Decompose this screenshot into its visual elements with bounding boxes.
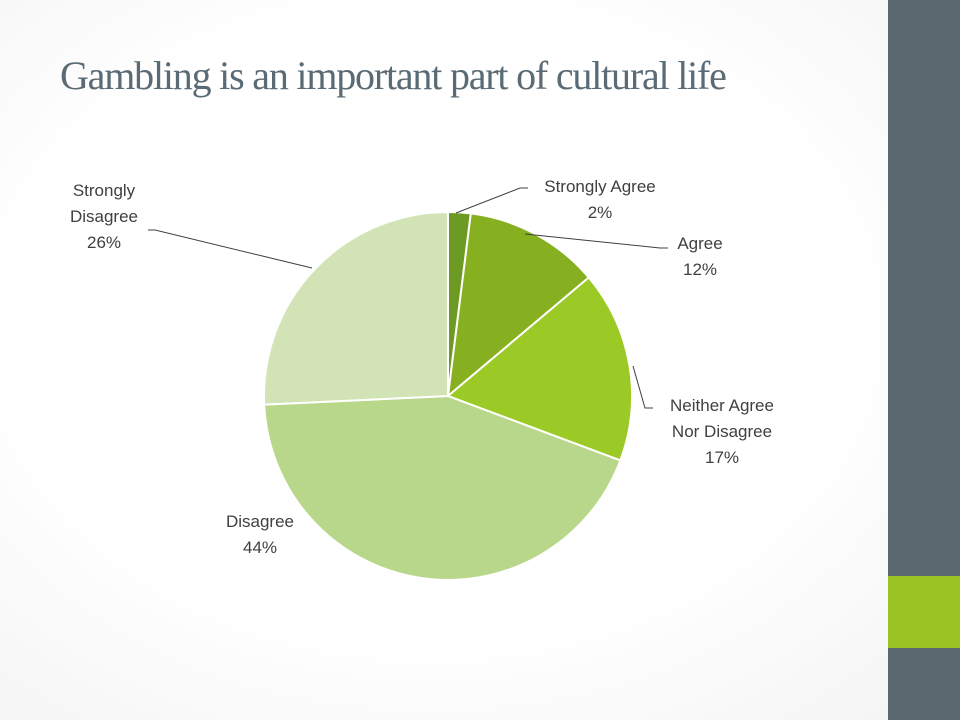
chart-title: Gambling is an important part of cultura… <box>60 53 727 98</box>
slice-label-strongly-disagree: Strongly Disagree 26% <box>70 181 138 252</box>
slice-value-label: 17% <box>705 448 739 467</box>
slice-labels: Strongly Agree 2% Agree 12% Neither Agree Nor… <box>70 177 774 557</box>
slice-name-label: Disagree <box>226 512 294 531</box>
slice-value-label: 44% <box>243 538 277 557</box>
pie-slice-agree <box>447 212 590 397</box>
slice-name-label: Neither Agree <box>670 396 774 415</box>
slice-name-label: Strongly Agree <box>544 177 656 196</box>
slice-value-label: 26% <box>87 233 121 252</box>
slice-name-label: Disagree <box>70 207 138 226</box>
slice-label-neither-agree-nor-disagree: Neither Agree Nor Disagree 17% <box>670 396 774 467</box>
slice-value-label: 2% <box>588 203 613 222</box>
pie-chart: Strongly Agree 2% Agree 12% Neither Agree Nor… <box>70 177 774 581</box>
pie-slice-disagree <box>263 395 622 581</box>
leader-line-strongly-disagree <box>148 229 313 269</box>
slice-name-label: Agree <box>677 234 722 253</box>
slice-name-label: Nor Disagree <box>672 422 772 441</box>
pie-slice-neither-agree-nor-disagree <box>447 276 633 462</box>
leader-line-neither-agree-nor-disagree <box>632 365 653 409</box>
pie-slices <box>263 210 633 581</box>
leader-line-agree <box>524 233 668 249</box>
slice-label-agree: Agree 12% <box>677 234 722 279</box>
leader-line-strongly-agree <box>455 187 528 214</box>
pie-slice-strongly-disagree <box>263 211 449 406</box>
slice-name-label: Strongly <box>73 181 136 200</box>
leader-lines <box>148 187 668 409</box>
slice-label-disagree: Disagree 44% <box>226 512 294 557</box>
slice-value-label: 12% <box>683 260 717 279</box>
sidebar-accent-square <box>888 576 960 648</box>
slice-label-strongly-agree: Strongly Agree 2% <box>544 177 656 222</box>
